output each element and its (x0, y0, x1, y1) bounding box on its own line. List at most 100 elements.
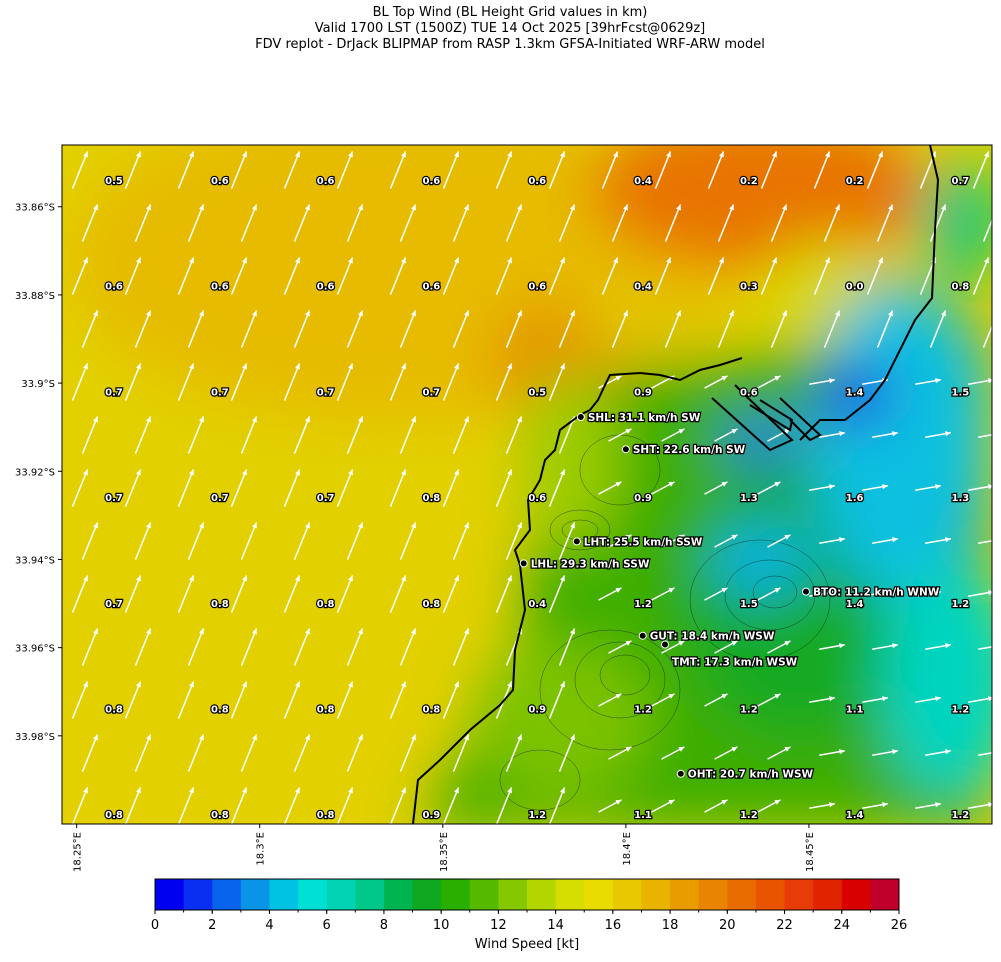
wind-arrow (346, 310, 364, 348)
wind-arrow-head (719, 151, 724, 158)
wind-arrow-head (560, 151, 565, 158)
wind-arrow-head (252, 628, 257, 635)
wind-arrow (548, 151, 566, 189)
colorbar-tick-label: 12 (490, 918, 507, 933)
wind-arrow-head (784, 534, 791, 540)
wind-arrow-head (784, 746, 791, 752)
wind-arrow-head (189, 681, 194, 688)
wind-arrow (495, 469, 513, 507)
wind-arrow (240, 416, 258, 454)
wind-arrow-head (882, 696, 888, 702)
wind-arrow-head (892, 643, 898, 649)
wind-arrow-head (305, 204, 310, 211)
bl-height-value: 1.3 (952, 493, 970, 504)
wind-arrow (230, 469, 248, 507)
wind-arrow (283, 257, 301, 295)
wind-arrow-head (935, 484, 941, 490)
y-tick-label: 33.92°S (15, 467, 55, 478)
bl-height-value: 0.2 (740, 176, 758, 187)
wind-arrow (505, 204, 523, 242)
x-tick-label: 18.25°E (73, 832, 84, 872)
bl-height-value: 0.8 (952, 282, 970, 293)
wind-arrow-head (892, 431, 898, 437)
station-label: TMT: 17.3 km/h WSW (672, 657, 798, 669)
wind-arrow (124, 151, 142, 189)
bl-height-value: 0.5 (528, 387, 546, 398)
wind-arrow (601, 257, 619, 295)
wind-arrow (972, 151, 990, 189)
wind-arrow (177, 469, 195, 507)
colorbar-segment (355, 879, 385, 910)
bl-height-value: 0.7 (105, 599, 123, 610)
wind-arrow-head (668, 693, 675, 699)
wind-arrow-head (988, 696, 992, 702)
bl-height-value: 0.9 (423, 810, 441, 821)
wind-arrow-head (517, 416, 522, 423)
wind-arrow-head (719, 257, 724, 264)
wind-arrow-head (615, 375, 622, 381)
wind-arrow-head (772, 257, 777, 264)
wind-arrow-head (782, 310, 787, 317)
wind-arrow-head (348, 469, 353, 476)
wind-arrow-head (935, 696, 941, 702)
wind-arrow-head (668, 481, 675, 487)
colorbar-segment (727, 879, 757, 910)
wind-arrow-head (83, 681, 88, 688)
wind-arrow (389, 151, 407, 189)
wind-arrow-head (136, 787, 141, 794)
wind-arrow-head (839, 643, 845, 649)
wind-arrow-head (93, 204, 98, 211)
wind-arrow-head (136, 681, 141, 688)
wind-arrow-head (507, 257, 512, 264)
wind-arrow (81, 416, 99, 454)
wind-arrow-head (189, 469, 194, 476)
wind-arrow-head (358, 204, 363, 211)
wind-arrow-head (93, 310, 98, 317)
wind-arrow-head (829, 802, 835, 808)
wind-arrow (548, 575, 566, 613)
wind-arrow (558, 734, 576, 772)
wind-arrow-head (242, 363, 247, 370)
wind-arrow-head (839, 431, 845, 437)
wind-arrow-head (454, 363, 459, 370)
y-tick-label: 33.88°S (15, 291, 55, 302)
wind-arrow-head (136, 257, 141, 264)
bl-height-value: 0.8 (105, 705, 123, 716)
colorbar-tick-label: 26 (891, 918, 908, 933)
station-marker (638, 631, 647, 640)
wind-arrow (495, 257, 513, 295)
colorbar-tick-label: 14 (547, 918, 564, 933)
bl-height-value: 1.2 (528, 810, 546, 821)
wind-arrow (124, 681, 142, 719)
wind-arrow-head (454, 151, 459, 158)
x-tick-label: 18.35°E (439, 832, 450, 872)
wind-arrow-head (507, 363, 512, 370)
bl-height-value: 0.3 (740, 282, 758, 293)
wind-arrow-head (774, 587, 781, 593)
bl-height-value: 0.6 (528, 176, 546, 187)
wind-arrow (978, 646, 992, 650)
wind-arrow-head (93, 416, 98, 423)
wind-arrow (293, 416, 311, 454)
wind-arrow-head (613, 257, 618, 264)
bl-height-value: 1.4 (846, 387, 864, 398)
bl-height-value: 0.6 (211, 176, 229, 187)
wind-arrow-head (839, 537, 845, 543)
wind-arrow-head (829, 378, 835, 384)
wind-arrow-head (560, 681, 565, 688)
wind-arrow (187, 204, 205, 242)
bl-height-value: 0.6 (740, 387, 758, 398)
wind-arrow-head (83, 787, 88, 794)
wind-arrow-head (242, 575, 247, 582)
wind-arrow (978, 752, 992, 756)
wind-arrow (548, 469, 566, 507)
wind-arrow-head (93, 734, 98, 741)
colorbar-segment (383, 879, 414, 910)
bl-height-value: 0.6 (317, 282, 335, 293)
bl-height-value: 0.8 (423, 705, 441, 716)
wind-arrow-head (560, 257, 565, 264)
bl-height-value: 1.5 (740, 599, 758, 610)
wind-arrow-head (305, 734, 310, 741)
wind-arrow (717, 310, 735, 348)
wind-arrow-head (988, 590, 992, 596)
